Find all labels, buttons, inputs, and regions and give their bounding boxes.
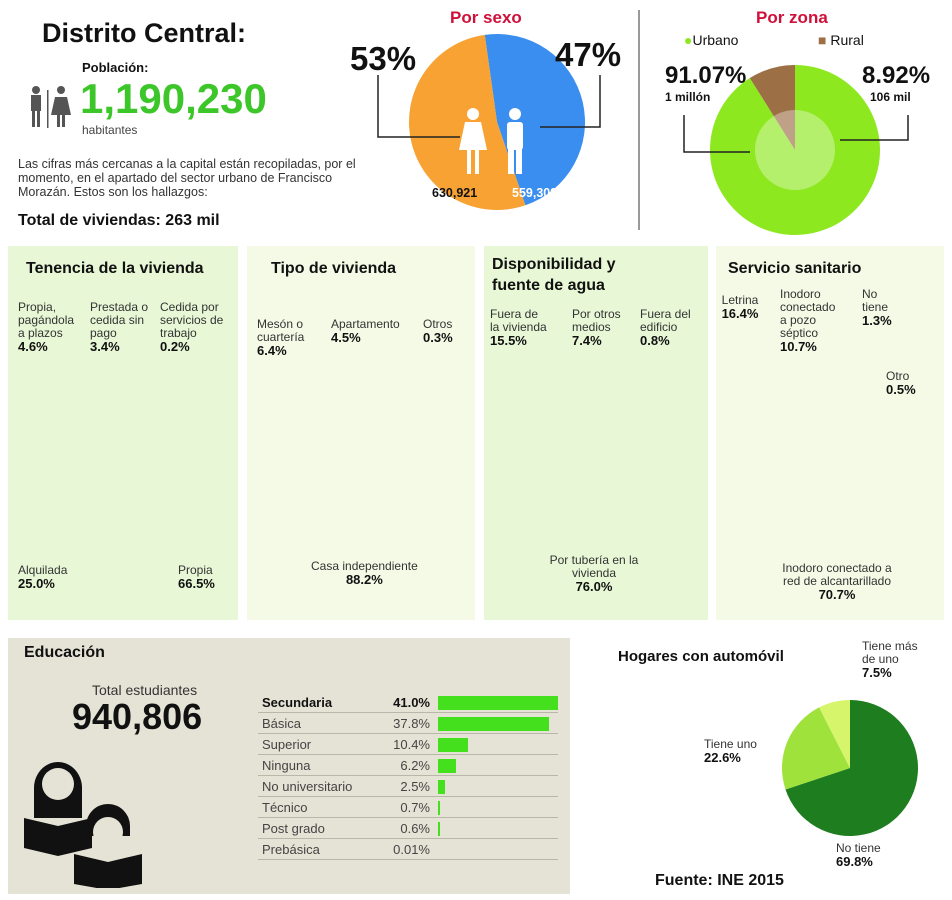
edu-value: 2.5% <box>400 779 430 794</box>
page-title: Distrito Central: <box>42 18 247 48</box>
population-value: 1,190,230 <box>80 75 267 122</box>
edu-row: Prebásica 0.01% <box>258 839 558 860</box>
total-students: 940,806 <box>72 696 203 737</box>
sexo-title: Por sexo <box>450 8 522 27</box>
urbano-pct: 91.07% <box>665 62 747 89</box>
edu-bar <box>438 738 469 752</box>
edu-bar <box>438 780 446 794</box>
label-letrina: Letrina 16.4% <box>721 293 759 321</box>
edu-category: Ninguna <box>262 758 311 773</box>
panel-educacion: Educación Total estudiantes 940,806 <box>8 638 570 894</box>
sexo-slice-hombres <box>484 34 585 206</box>
label-prestada: Prestada o cedida sin pago 3.4% <box>90 300 149 354</box>
edu-category: Técnico <box>262 800 308 815</box>
edu-value: 37.8% <box>393 716 430 731</box>
edu-value: 0.6% <box>400 821 430 836</box>
woman-icon <box>459 108 487 174</box>
edu-row: Superior 10.4% <box>258 734 558 755</box>
panel-sanitario: Servicio sanitario Letrina 16.4% Inodoro … <box>716 246 944 620</box>
people-icon <box>31 86 71 128</box>
man-icon <box>507 108 523 174</box>
label-fuera-edificio: Fuera del edificio 0.8% <box>640 307 691 348</box>
edu-value: 10.4% <box>393 737 430 752</box>
panel-tenencia: Tenencia de la vivienda Propia, pagándol… <box>8 246 238 620</box>
label-casa: Casa independiente 88.2% <box>311 559 418 587</box>
label-cedida: Cedida por servicios de trabajo 0.2% <box>160 300 224 354</box>
men-pct: 47% <box>555 36 622 73</box>
panel-agua: Disponibilidad y fuente de agua Fuera de… <box>484 246 708 620</box>
zona-leader-lines <box>683 115 909 153</box>
label-tiene-uno: Tiene uno 22.6% <box>704 737 757 765</box>
population-unit: habitantes <box>82 123 138 137</box>
label-otro: Otro 0.5% <box>886 369 916 397</box>
label-pozo: Inodoro conectado a pozo séptico 10.7% <box>780 287 836 354</box>
legend-rural: ■ Rural <box>818 32 864 48</box>
label-otros: Otros 0.3% <box>423 317 453 345</box>
edu-row: Secundaria 41.0% <box>258 692 558 713</box>
housing-total: Total de viviendas: 263 mil <box>18 212 220 229</box>
legend-urbano: ●Urbano <box>684 32 739 48</box>
students-reading-icon <box>24 762 142 888</box>
panel-tipo: Tipo de vivienda Mesón o cuartería 6.4% A… <box>247 246 475 620</box>
educacion-title: Educación <box>24 644 105 661</box>
edu-row: No universitario 2.5% <box>258 776 558 797</box>
edu-category: Secundaria <box>262 695 333 710</box>
sanitario-title: Servicio sanitario <box>728 260 862 277</box>
edu-category: Post grado <box>262 821 325 836</box>
total-label: Total estudiantes <box>92 682 198 698</box>
edu-category: Superior <box>262 737 312 752</box>
label-no-tiene: No tiene 1.3% <box>862 287 892 328</box>
edu-value: 6.2% <box>400 758 430 773</box>
men-count: 559,309 <box>512 186 558 200</box>
auto-slice-tiene-más-de-uno <box>819 700 850 768</box>
tenencia-title: Tenencia de la vivienda <box>26 260 204 277</box>
zona-inner-ring <box>755 110 835 190</box>
label-mas-de-uno: Tiene más de uno 7.5% <box>862 639 918 680</box>
divider <box>638 10 640 230</box>
urbano-sub: 1 millón <box>665 90 711 104</box>
population-label: Población: <box>82 60 149 75</box>
edu-row: Ninguna 6.2% <box>258 755 558 776</box>
rural-pct: 8.92% <box>862 62 931 89</box>
zona-title: Por zona <box>756 8 828 27</box>
edu-value: 41.0% <box>393 695 430 710</box>
rural-sub: 106 mil <box>870 90 911 104</box>
source: Fuente: INE 2015 <box>655 872 784 889</box>
edu-row: Post grado 0.6% <box>258 818 558 839</box>
intro-text: Las cifras más cercanas a la capital est… <box>18 157 356 199</box>
edu-row: Básica 37.8% <box>258 713 558 734</box>
edu-category: Prebásica <box>262 842 320 857</box>
auto-slice-no-tiene <box>785 700 919 837</box>
label-alquilada: Alquilada 25.0% <box>18 563 68 591</box>
edu-bar <box>438 801 441 815</box>
label-meson: Mesón o cuartería 6.4% <box>257 317 305 358</box>
zona-slice-rural <box>749 65 795 150</box>
edu-value: 0.01% <box>393 842 430 857</box>
edu-bar <box>438 759 457 773</box>
label-plazos: Propia, pagándola a plazos 4.6% <box>18 300 75 354</box>
label-tuberia: Por tubería en la vivienda 76.0% <box>549 553 639 594</box>
edu-bar <box>438 696 558 710</box>
label-alcantarillado: Inodoro conectado a red de alcantarillad… <box>782 561 892 602</box>
edu-row: Técnico 0.7% <box>258 797 558 818</box>
zona-slice-urbano <box>710 65 881 236</box>
sexo-leader-lines <box>377 75 601 138</box>
label-fuera-vivienda: Fuera de la vivienda 15.5% <box>490 307 547 348</box>
tipo-title: Tipo de vivienda <box>271 260 397 277</box>
label-otros-medios: Por otros medios 7.4% <box>572 307 621 348</box>
edu-bar <box>438 822 440 836</box>
label-propia: Propia 66.5% <box>178 563 215 591</box>
edu-category: Básica <box>262 716 302 731</box>
women-count: 630,921 <box>432 186 478 200</box>
auto-title: Hogares con automóvil <box>618 648 784 665</box>
auto-slice-tiene-uno <box>782 707 850 790</box>
label-no-tiene-auto: No tiene 69.8% <box>836 841 881 869</box>
edu-category: No universitario <box>262 779 353 794</box>
agua-title: Disponibilidad y fuente de agua <box>492 256 616 294</box>
women-pct: 53% <box>350 40 417 77</box>
edu-value: 0.7% <box>400 800 430 815</box>
edu-bar <box>438 717 549 731</box>
label-apartamento: Apartamento 4.5% <box>331 317 400 345</box>
